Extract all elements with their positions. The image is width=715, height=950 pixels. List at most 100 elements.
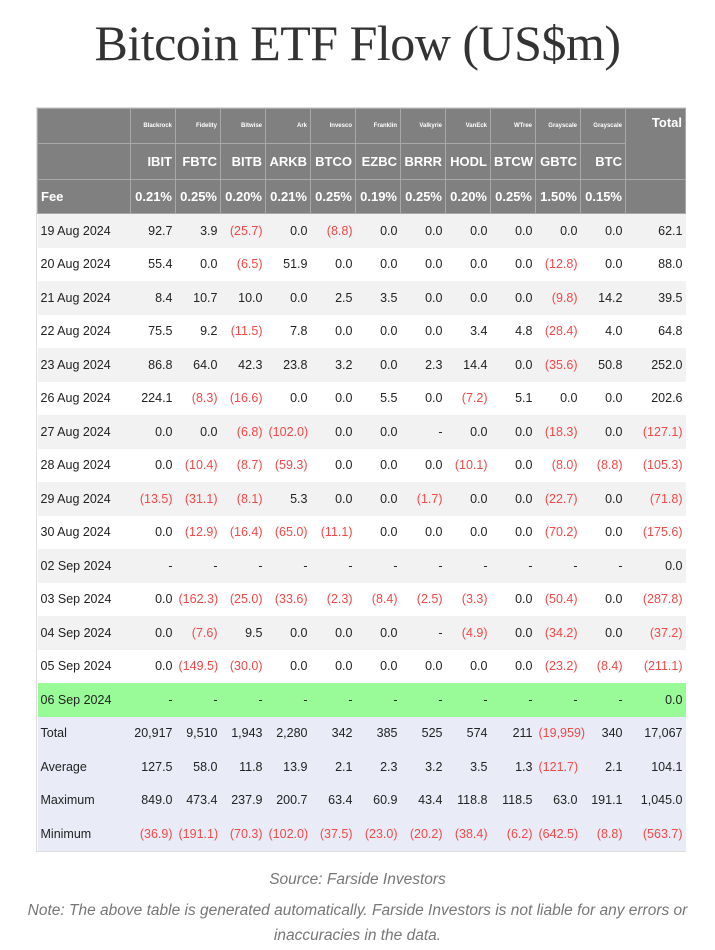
flow-cell: (149.5) — [175, 649, 221, 683]
empty-header-cell — [37, 108, 131, 144]
flow-cell: 4.8 — [490, 314, 536, 348]
table-row: 30 Aug 2024 0.0 (12.9) (16.4) (65.0) (11.1) 0.… — [37, 515, 686, 549]
table-row: 23 Aug 2024 86.8 64.0 42.3 23.8 3.2 0.0 2.3 14.4… — [37, 348, 686, 382]
flow-cell: (23.2) — [535, 649, 581, 683]
flow-cell: 55.4 — [130, 247, 176, 281]
summary-label: Minimum — [37, 817, 131, 851]
flow-cell: 9.5 — [220, 616, 266, 650]
provider-name: Valkyrie — [400, 108, 446, 144]
flow-cell: 3.2 — [310, 348, 356, 382]
flow-cell: 0.0 — [580, 415, 626, 449]
total-cell: 17,067 — [625, 716, 686, 750]
flow-cell: - — [445, 683, 491, 717]
date-cell: 26 Aug 2024 — [37, 381, 131, 415]
fee-label: Fee — [37, 179, 131, 214]
ticker-header: GBTC — [535, 143, 581, 180]
flow-cell: 50.8 — [580, 348, 626, 382]
total-cell: (71.8) — [625, 482, 686, 516]
flow-cell: (8.8) — [580, 817, 626, 851]
flow-cell: 0.0 — [400, 649, 446, 683]
ticker-header: ARKB — [265, 143, 311, 180]
flow-cell: 0.0 — [310, 482, 356, 516]
ticker-header: BTCW — [490, 143, 536, 180]
flow-cell: 10.7 — [175, 281, 221, 315]
fee-row: Fee 0.21% 0.25% 0.20% 0.21% 0.25% 0.19% 0.25% 0.… — [37, 179, 686, 214]
flow-cell: (121.7) — [535, 750, 581, 784]
flow-cell: - — [310, 549, 356, 583]
fee-value: 0.20% — [445, 179, 491, 214]
flow-cell: 9.2 — [175, 314, 221, 348]
date-cell: 02 Sep 2024 — [37, 549, 131, 583]
table-row: 06 Sep 2024- - - - - - - - - - -0.0 — [37, 683, 686, 717]
flow-cell: 473.4 — [175, 783, 221, 817]
flow-cell: - — [535, 549, 581, 583]
flow-cell: - — [580, 683, 626, 717]
flow-cell: (102.0) — [265, 817, 311, 851]
flow-cell: 0.0 — [445, 415, 491, 449]
flow-cell: 2,280 — [265, 716, 311, 750]
page-title: Bitcoin ETF Flow (US$m) — [94, 15, 621, 71]
flow-cell: 237.9 — [220, 783, 266, 817]
flow-cell: (59.3) — [265, 448, 311, 482]
flow-cell: (102.0) — [265, 415, 311, 449]
flow-cell: (8.3) — [175, 381, 221, 415]
ticker-header: IBIT — [130, 143, 176, 180]
flow-cell: (35.6) — [535, 348, 581, 382]
etf-flow-table-container: Blackrock Fidelity Bitwise Ark Invesco Frankl… — [36, 107, 686, 852]
table-row: 21 Aug 2024 8.4 10.7 10.0 0.0 2.5 3.5 0.0 0.0 0.0… — [37, 281, 686, 315]
flow-cell: 340 — [580, 716, 626, 750]
flow-cell: - — [175, 549, 221, 583]
flow-cell: (16.4) — [220, 515, 266, 549]
flow-cell: - — [400, 683, 446, 717]
provider-name: Bitwise — [220, 108, 266, 144]
date-cell: 27 Aug 2024 — [37, 415, 131, 449]
flow-cell: 3.5 — [355, 281, 401, 315]
date-cell: 21 Aug 2024 — [37, 281, 131, 315]
flow-cell: 42.3 — [220, 348, 266, 382]
total-cell: 202.6 — [625, 381, 686, 415]
flow-cell: 0.0 — [490, 247, 536, 281]
flow-cell: 1,943 — [220, 716, 266, 750]
provider-name: Ark — [265, 108, 311, 144]
flow-cell: 0.0 — [445, 515, 491, 549]
flow-cell: - — [355, 549, 401, 583]
table-row: 22 Aug 2024 75.5 9.2 (11.5) 7.8 0.0 0.0 0.0 3.4 4… — [37, 314, 686, 348]
disclaimer-note: Note: The above table is generated autom… — [27, 902, 688, 944]
flow-cell: 0.0 — [580, 515, 626, 549]
total-cell: (563.7) — [625, 817, 686, 851]
summary-label: Total — [37, 716, 131, 750]
etf-flow-table: Blackrock Fidelity Bitwise Ark Invesco Frankl… — [37, 108, 686, 851]
summary-row: Average 127.5 58.0 11.8 13.9 2.1 2.3 3.2 3.5 1.3(… — [37, 750, 686, 784]
flow-cell: 3.2 — [400, 750, 446, 784]
date-cell: 29 Aug 2024 — [37, 482, 131, 516]
fee-value: 0.21% — [130, 179, 176, 214]
flow-cell: 118.5 — [490, 783, 536, 817]
total-cell: (127.1) — [625, 415, 686, 449]
flow-cell: 4.0 — [580, 314, 626, 348]
flow-cell: (16.6) — [220, 381, 266, 415]
date-cell: 30 Aug 2024 — [37, 515, 131, 549]
flow-cell: (65.0) — [265, 515, 311, 549]
ticker-header-row: IBIT FBTC BITB ARKB BTCO EZBC BRRR HODL BTCW GBTC… — [37, 143, 686, 180]
flow-cell: (9.8) — [535, 281, 581, 315]
flow-cell: 0.0 — [490, 616, 536, 650]
table-row: 26 Aug 2024 224.1 (8.3) (16.6) 0.0 0.0 5.5 0.0(… — [37, 381, 686, 415]
flow-cell: (34.2) — [535, 616, 581, 650]
table-row: 02 Sep 2024- - - - - - - - - - -0.0 — [37, 549, 686, 583]
ticker-header: BRRR — [400, 143, 446, 180]
flow-cell: (642.5) — [535, 817, 581, 851]
flow-cell: (36.9) — [130, 817, 176, 851]
total-header: Total — [625, 108, 686, 180]
empty-header-cell — [625, 179, 686, 214]
flow-cell: 0.0 — [490, 448, 536, 482]
flow-cell: 0.0 — [490, 649, 536, 683]
provider-header-row: Blackrock Fidelity Bitwise Ark Invesco Frankl… — [37, 108, 686, 180]
flow-cell: (7.6) — [175, 616, 221, 650]
flow-cell: - — [400, 549, 446, 583]
flow-cell: (38.4) — [445, 817, 491, 851]
flow-cell: (33.6) — [265, 582, 311, 616]
flow-cell: 5.1 — [490, 381, 536, 415]
flow-cell: 63.4 — [310, 783, 356, 817]
flow-cell: 0.0 — [265, 281, 311, 315]
flow-cell: (8.1) — [220, 482, 266, 516]
